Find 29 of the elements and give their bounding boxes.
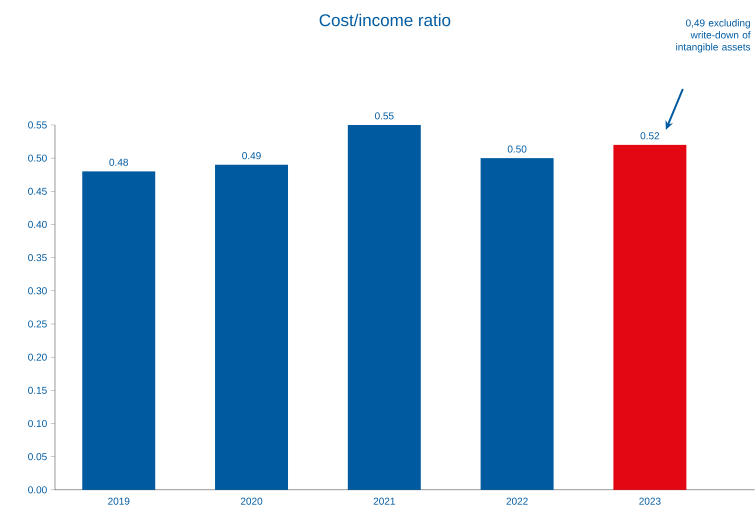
y-tick-label: 0.35	[28, 254, 47, 262]
x-tick-label: 2022	[506, 498, 528, 505]
y-tick-label: 0.45	[28, 188, 47, 195]
y-tick-label: 0.25	[28, 320, 47, 328]
y-tick-label: 0.55	[28, 121, 47, 129]
data-label: 0.50	[508, 146, 526, 153]
bar	[215, 164, 288, 490]
data-label: 0.49	[242, 152, 261, 160]
bar	[613, 144, 686, 490]
y-tick-label: 0.05	[28, 453, 47, 460]
y-tick-label: 0.00	[28, 486, 47, 494]
text: 0,49 excluding write-down of intangible assets	[676, 19, 751, 53]
chart-title: Cost/income ratio	[320, 14, 450, 26]
bar	[82, 171, 156, 490]
y-tick-label: 0.30	[28, 287, 47, 294]
y-tick-label: 0.20	[28, 354, 47, 361]
bar	[480, 158, 554, 490]
x-tick-label: 2019	[108, 498, 130, 505]
x-tick-label: 2023	[639, 498, 661, 505]
x-tick-label: 2021	[374, 498, 395, 505]
data-label: 0.52	[640, 132, 660, 140]
y-tick-label: 0.10	[28, 420, 47, 428]
x-tick-label: 2020	[240, 498, 262, 505]
y-tick-label: 0.15	[28, 386, 47, 394]
data-label: 0.55	[374, 112, 394, 120]
y-tick-label: 0.40	[28, 221, 47, 228]
bar	[348, 125, 421, 490]
y-tick-label: 0.50	[28, 154, 47, 162]
data-label: 0.48	[109, 158, 128, 166]
